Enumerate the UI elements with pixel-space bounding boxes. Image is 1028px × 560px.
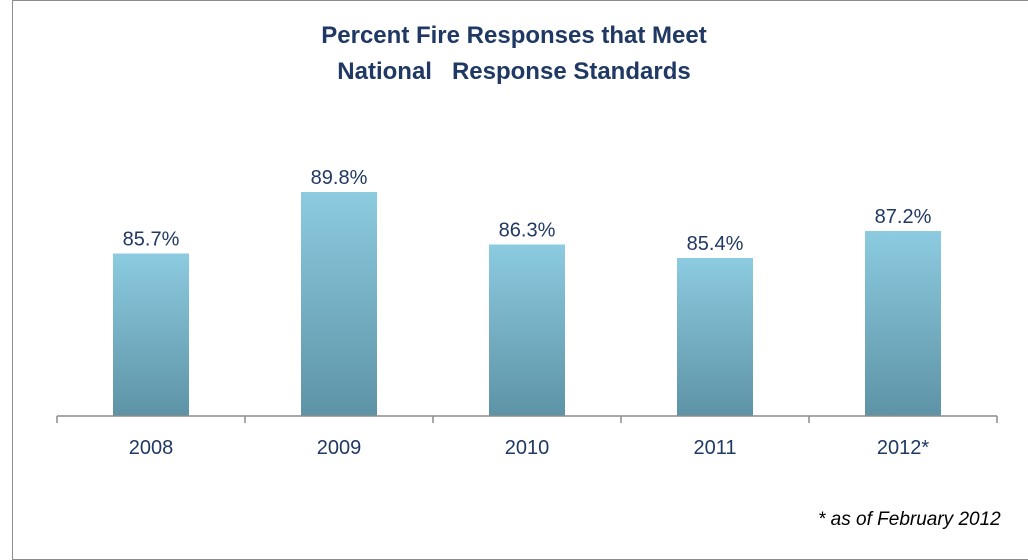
data-label-2011: 85.4% <box>687 233 744 255</box>
labels-layer: 85.7% 2008 89.8% 2009 86.3% 2010 85.4% 2011 87.2… <box>123 167 932 459</box>
bar-2009 <box>301 192 377 416</box>
bar-2011 <box>677 258 753 416</box>
category-label-2009: 2009 <box>317 437 362 459</box>
footnote: * as of February 2012 <box>818 509 1001 530</box>
x-axis <box>56 415 998 423</box>
bars-layer <box>113 192 941 416</box>
chart-title-line-1: Percent Fire Responses that Meet <box>321 22 707 49</box>
data-label-2009: 89.8% <box>311 167 368 189</box>
data-label-2012: 87.2% <box>875 206 932 228</box>
bar-2012 <box>865 231 941 416</box>
category-label-2008: 2008 <box>129 437 174 459</box>
category-label-2010: 2010 <box>505 437 550 459</box>
chart-title-line-2: National Response Standards <box>337 58 691 85</box>
category-label-2011: 2011 <box>693 437 736 459</box>
data-label-2010: 86.3% <box>499 220 556 242</box>
category-label-2012: 2012* <box>877 437 929 459</box>
data-label-2008: 85.7% <box>123 229 180 251</box>
bar-2010 <box>489 244 565 416</box>
bar-2008 <box>113 253 189 416</box>
bar-chart: 85.7% 2008 89.8% 2009 86.3% 2010 85.4% 2011 87.2… <box>56 167 998 459</box>
